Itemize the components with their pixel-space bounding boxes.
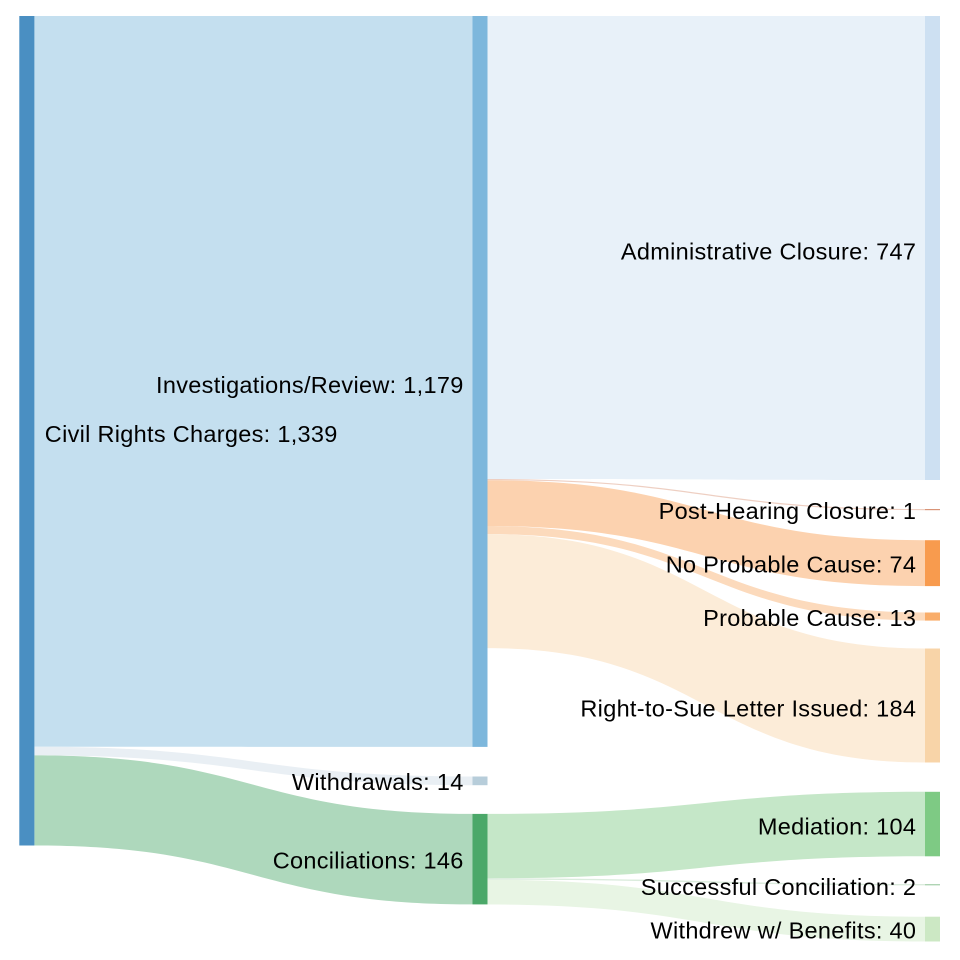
svg-text:Post-Hearing Closure: 1: Post-Hearing Closure: 1 [659, 498, 917, 524]
svg-text:Probable Cause: 13: Probable Cause: 13 [703, 605, 916, 631]
svg-text:Withdrew w/ Benefits: 40: Withdrew w/ Benefits: 40 [650, 917, 916, 943]
svg-text:Mediation: 104: Mediation: 104 [758, 813, 916, 839]
svg-text:Withdrawals: 14: Withdrawals: 14 [292, 769, 464, 795]
svg-text:Successful Conciliation: 2: Successful Conciliation: 2 [641, 874, 917, 900]
svg-text:Right-to-Sue Letter Issued: 18: Right-to-Sue Letter Issued: 184 [580, 695, 916, 721]
svg-text:Administrative Closure: 747: Administrative Closure: 747 [621, 238, 916, 264]
svg-text:Civil Rights Charges: 1,339: Civil Rights Charges: 1,339 [45, 421, 338, 447]
svg-text:Conciliations: 146: Conciliations: 146 [273, 847, 464, 873]
svg-text:Investigations/Review: 1,179: Investigations/Review: 1,179 [156, 372, 464, 398]
svg-text:No Probable Cause: 74: No Probable Cause: 74 [666, 552, 917, 578]
